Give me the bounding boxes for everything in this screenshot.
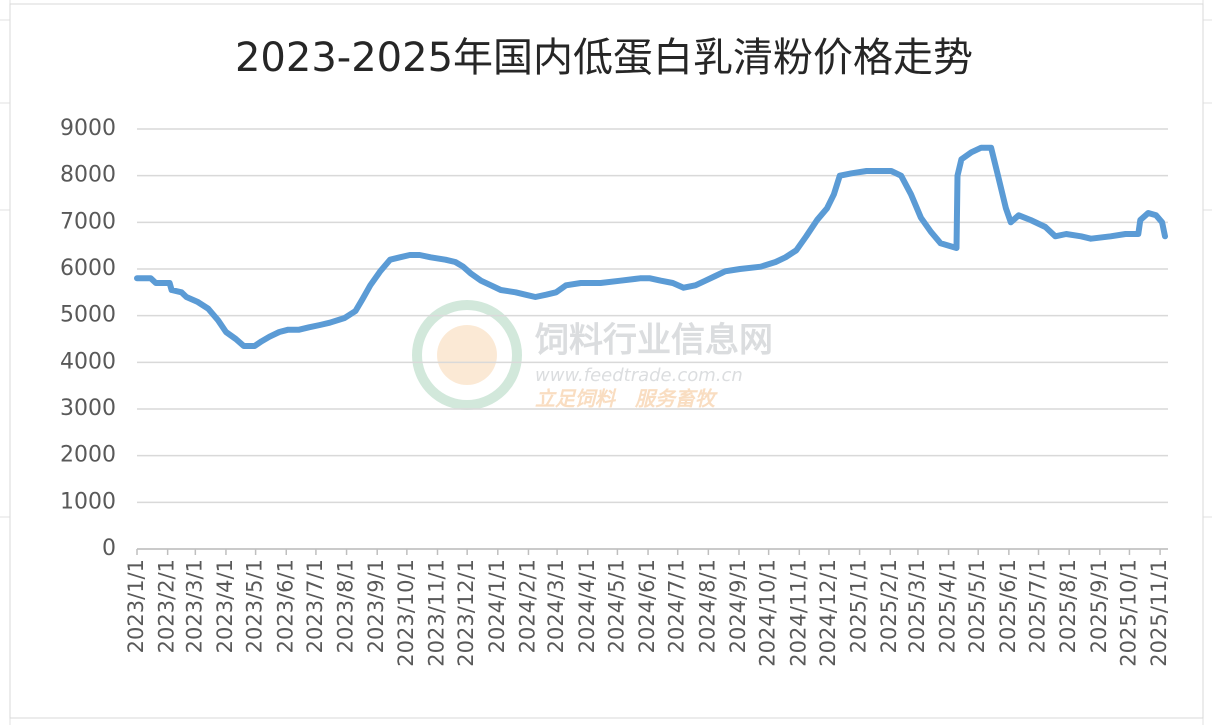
- watermark-text: www.feedtrade.com.cn: [535, 365, 743, 386]
- x-tick-label: 2024/1/1: [485, 559, 509, 653]
- y-tick-label: 5000: [60, 303, 116, 328]
- y-tick-label: 0: [102, 536, 116, 561]
- x-tick-label: 2025/6/1: [996, 559, 1020, 653]
- x-tick-label: 2023/3/1: [182, 559, 206, 653]
- x-tick-label: 2025/4/1: [936, 559, 960, 653]
- x-tick-label: 2025/5/1: [965, 559, 989, 653]
- x-tick-label: 2024/4/1: [575, 559, 599, 653]
- y-tick-label: 4000: [60, 349, 116, 374]
- x-tick-label: 2023/11/1: [425, 559, 449, 667]
- x-tick-label: 2023/1/1: [124, 559, 148, 653]
- watermark-text: 饲料行业信息网: [535, 321, 773, 361]
- x-tick-label: 2023/5/1: [243, 559, 267, 653]
- x-tick-label: 2025/2/1: [877, 559, 901, 653]
- data-line: [134, 144, 1168, 349]
- watermark-text: 立足饲料 服务畜牧: [535, 387, 718, 411]
- chart-area: [9, 3, 1204, 719]
- y-tick-label: 1000: [60, 489, 116, 514]
- x-tick-label: 2025/1/1: [847, 559, 871, 653]
- x-tick-label: 2024/5/1: [604, 559, 628, 653]
- x-tick-label: 2024/8/1: [695, 559, 719, 653]
- chart-title: 2023-2025年国内低蛋白乳清粉价格走势: [235, 35, 973, 81]
- x-tick-label: 2025/3/1: [905, 559, 929, 653]
- y-tick-label: 6000: [60, 256, 116, 281]
- x-tick-label: 2023/2/1: [155, 559, 179, 653]
- x-tick-label: 2025/9/1: [1087, 559, 1111, 653]
- y-tick-label: 3000: [60, 396, 116, 421]
- y-tick-label: 7000: [60, 209, 116, 234]
- y-tick-label: 9000: [60, 116, 116, 141]
- x-tick-label: 2024/7/1: [665, 559, 689, 653]
- y-tick-label: 8000: [60, 163, 116, 188]
- x-tick-label: 2024/9/1: [726, 559, 750, 653]
- x-tick-label: 2025/8/1: [1056, 559, 1080, 653]
- x-tick-label: 2024/3/1: [544, 559, 568, 653]
- y-tick-label: 2000: [60, 443, 116, 468]
- x-tick-label: 2024/11/1: [786, 559, 810, 667]
- x-tick-label: 2024/2/1: [515, 559, 539, 653]
- x-tick-label: 2024/12/1: [816, 559, 840, 667]
- x-tick-label: 2023/9/1: [364, 559, 388, 653]
- x-tick-label: 2023/7/1: [303, 559, 327, 653]
- x-tick-label: 2025/11/1: [1147, 559, 1171, 667]
- x-tick-label: 2024/6/1: [635, 559, 659, 653]
- x-tick-label: 2023/6/1: [273, 559, 297, 653]
- x-tick-label: 2023/4/1: [213, 559, 237, 653]
- x-tick-label: 2024/10/1: [756, 559, 780, 667]
- x-tick-label: 2023/8/1: [334, 559, 358, 653]
- x-tick-label: 2023/12/1: [454, 559, 478, 667]
- x-tick-label: 2023/10/1: [394, 559, 418, 667]
- x-tick-label: 2025/7/1: [1026, 559, 1050, 653]
- x-tick-label: 2025/10/1: [1116, 559, 1140, 667]
